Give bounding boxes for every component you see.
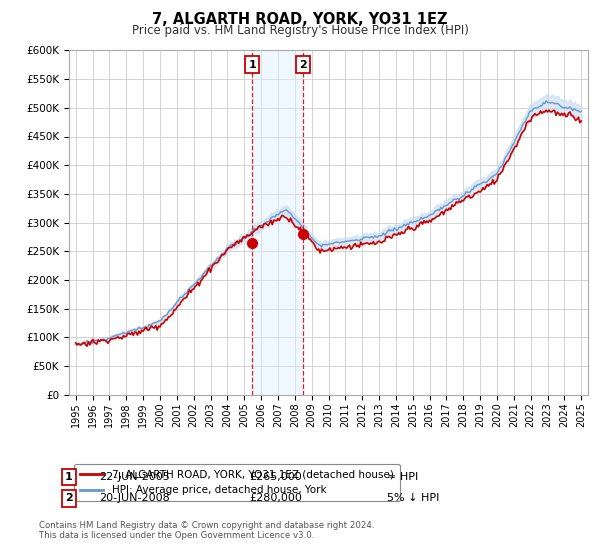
Legend: 7, ALGARTH ROAD, YORK, YO31 1EZ (detached house), HPI: Average price, detached h: 7, ALGARTH ROAD, YORK, YO31 1EZ (detache… [74,464,400,501]
Text: 20-JUN-2008: 20-JUN-2008 [99,493,170,503]
Text: Price paid vs. HM Land Registry's House Price Index (HPI): Price paid vs. HM Land Registry's House … [131,24,469,37]
Text: 2: 2 [299,60,307,70]
Text: 22-JUN-2005: 22-JUN-2005 [99,472,170,482]
Text: This data is licensed under the Open Government Licence v3.0.: This data is licensed under the Open Gov… [39,531,314,540]
Text: 1: 1 [248,60,256,70]
Text: £280,000: £280,000 [249,493,302,503]
Text: £265,000: £265,000 [249,472,302,482]
Text: Contains HM Land Registry data © Crown copyright and database right 2024.: Contains HM Land Registry data © Crown c… [39,521,374,530]
Text: 7, ALGARTH ROAD, YORK, YO31 1EZ: 7, ALGARTH ROAD, YORK, YO31 1EZ [152,12,448,27]
Text: 1: 1 [65,472,73,482]
Text: 2: 2 [65,493,73,503]
Text: 5% ↓ HPI: 5% ↓ HPI [387,493,439,503]
Bar [252,50,303,395]
Text: ≈ HPI: ≈ HPI [387,472,418,482]
